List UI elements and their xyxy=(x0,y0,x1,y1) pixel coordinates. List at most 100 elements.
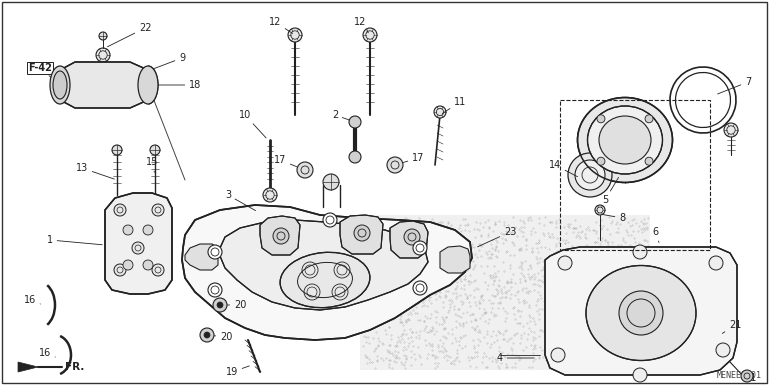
Circle shape xyxy=(568,153,612,197)
Bar xyxy=(560,100,710,250)
Circle shape xyxy=(404,229,420,245)
Circle shape xyxy=(387,157,403,173)
Circle shape xyxy=(99,32,107,40)
Polygon shape xyxy=(260,216,300,255)
Polygon shape xyxy=(340,215,383,254)
Circle shape xyxy=(132,242,144,254)
Text: 14: 14 xyxy=(549,160,578,177)
Circle shape xyxy=(575,160,605,190)
Text: 9: 9 xyxy=(148,53,185,71)
Circle shape xyxy=(716,343,730,357)
Text: HONDA: HONDA xyxy=(181,214,439,316)
Circle shape xyxy=(413,241,427,255)
Circle shape xyxy=(619,291,663,335)
Text: MENEE0201: MENEE0201 xyxy=(717,371,762,380)
Circle shape xyxy=(114,204,126,216)
Text: 4: 4 xyxy=(497,353,534,363)
Text: 13: 13 xyxy=(76,163,115,179)
Text: 18: 18 xyxy=(151,80,201,90)
Text: 10: 10 xyxy=(239,110,266,138)
Ellipse shape xyxy=(588,106,663,174)
Ellipse shape xyxy=(599,116,651,164)
Circle shape xyxy=(200,328,214,342)
Circle shape xyxy=(123,225,133,235)
Text: 7: 7 xyxy=(717,77,751,94)
Circle shape xyxy=(143,225,153,235)
Text: 23: 23 xyxy=(478,227,516,247)
Circle shape xyxy=(51,76,69,94)
Text: 1: 1 xyxy=(47,235,102,245)
Circle shape xyxy=(349,116,361,128)
Circle shape xyxy=(354,225,370,241)
FancyBboxPatch shape xyxy=(360,215,650,370)
Ellipse shape xyxy=(586,266,696,360)
Text: 11: 11 xyxy=(442,97,466,114)
Text: 17: 17 xyxy=(274,155,302,169)
Text: 8: 8 xyxy=(603,213,625,223)
Text: 12: 12 xyxy=(269,17,293,33)
Text: 15: 15 xyxy=(146,157,158,172)
Polygon shape xyxy=(440,246,470,273)
Text: FR.: FR. xyxy=(65,362,85,372)
Polygon shape xyxy=(220,220,428,310)
Circle shape xyxy=(323,174,339,190)
Circle shape xyxy=(597,157,605,165)
Circle shape xyxy=(143,260,153,270)
Circle shape xyxy=(741,370,753,382)
Circle shape xyxy=(152,264,164,276)
Polygon shape xyxy=(545,247,737,375)
Circle shape xyxy=(633,368,647,382)
Circle shape xyxy=(96,48,110,62)
Circle shape xyxy=(595,205,605,215)
Text: 3: 3 xyxy=(225,190,255,211)
Ellipse shape xyxy=(50,66,70,104)
Circle shape xyxy=(150,145,160,155)
Circle shape xyxy=(152,204,164,216)
Circle shape xyxy=(114,264,126,276)
Circle shape xyxy=(208,283,222,297)
Text: 22: 22 xyxy=(108,23,151,47)
Polygon shape xyxy=(60,62,148,108)
Circle shape xyxy=(217,302,223,308)
Circle shape xyxy=(123,260,133,270)
Circle shape xyxy=(363,28,377,42)
Ellipse shape xyxy=(138,66,158,104)
Polygon shape xyxy=(182,205,472,340)
Text: 16: 16 xyxy=(39,348,55,358)
Polygon shape xyxy=(105,193,172,294)
Circle shape xyxy=(645,115,653,123)
Text: 21: 21 xyxy=(722,320,741,333)
Circle shape xyxy=(709,256,723,270)
Circle shape xyxy=(551,348,565,362)
Circle shape xyxy=(112,145,122,155)
Circle shape xyxy=(204,332,210,338)
Circle shape xyxy=(558,256,572,270)
Circle shape xyxy=(208,245,222,259)
Text: 6: 6 xyxy=(652,227,659,243)
Polygon shape xyxy=(185,244,218,270)
Text: 19: 19 xyxy=(226,366,249,377)
Text: 12: 12 xyxy=(354,17,368,33)
Text: 21: 21 xyxy=(744,373,756,383)
Circle shape xyxy=(288,28,302,42)
Circle shape xyxy=(297,162,313,178)
Circle shape xyxy=(633,245,647,259)
Text: F-42: F-42 xyxy=(28,63,58,83)
Text: 16: 16 xyxy=(24,295,41,305)
Polygon shape xyxy=(18,362,38,372)
Polygon shape xyxy=(390,221,428,258)
Text: 2: 2 xyxy=(332,110,352,121)
Circle shape xyxy=(323,213,337,227)
Ellipse shape xyxy=(578,97,673,182)
Ellipse shape xyxy=(280,252,370,308)
Circle shape xyxy=(724,123,738,137)
Text: 20: 20 xyxy=(223,300,246,310)
Circle shape xyxy=(273,228,289,244)
Circle shape xyxy=(645,157,653,165)
Circle shape xyxy=(597,115,605,123)
Circle shape xyxy=(349,151,361,163)
Circle shape xyxy=(263,188,277,202)
Text: 20: 20 xyxy=(210,332,232,342)
Circle shape xyxy=(434,106,446,118)
Circle shape xyxy=(413,281,427,295)
